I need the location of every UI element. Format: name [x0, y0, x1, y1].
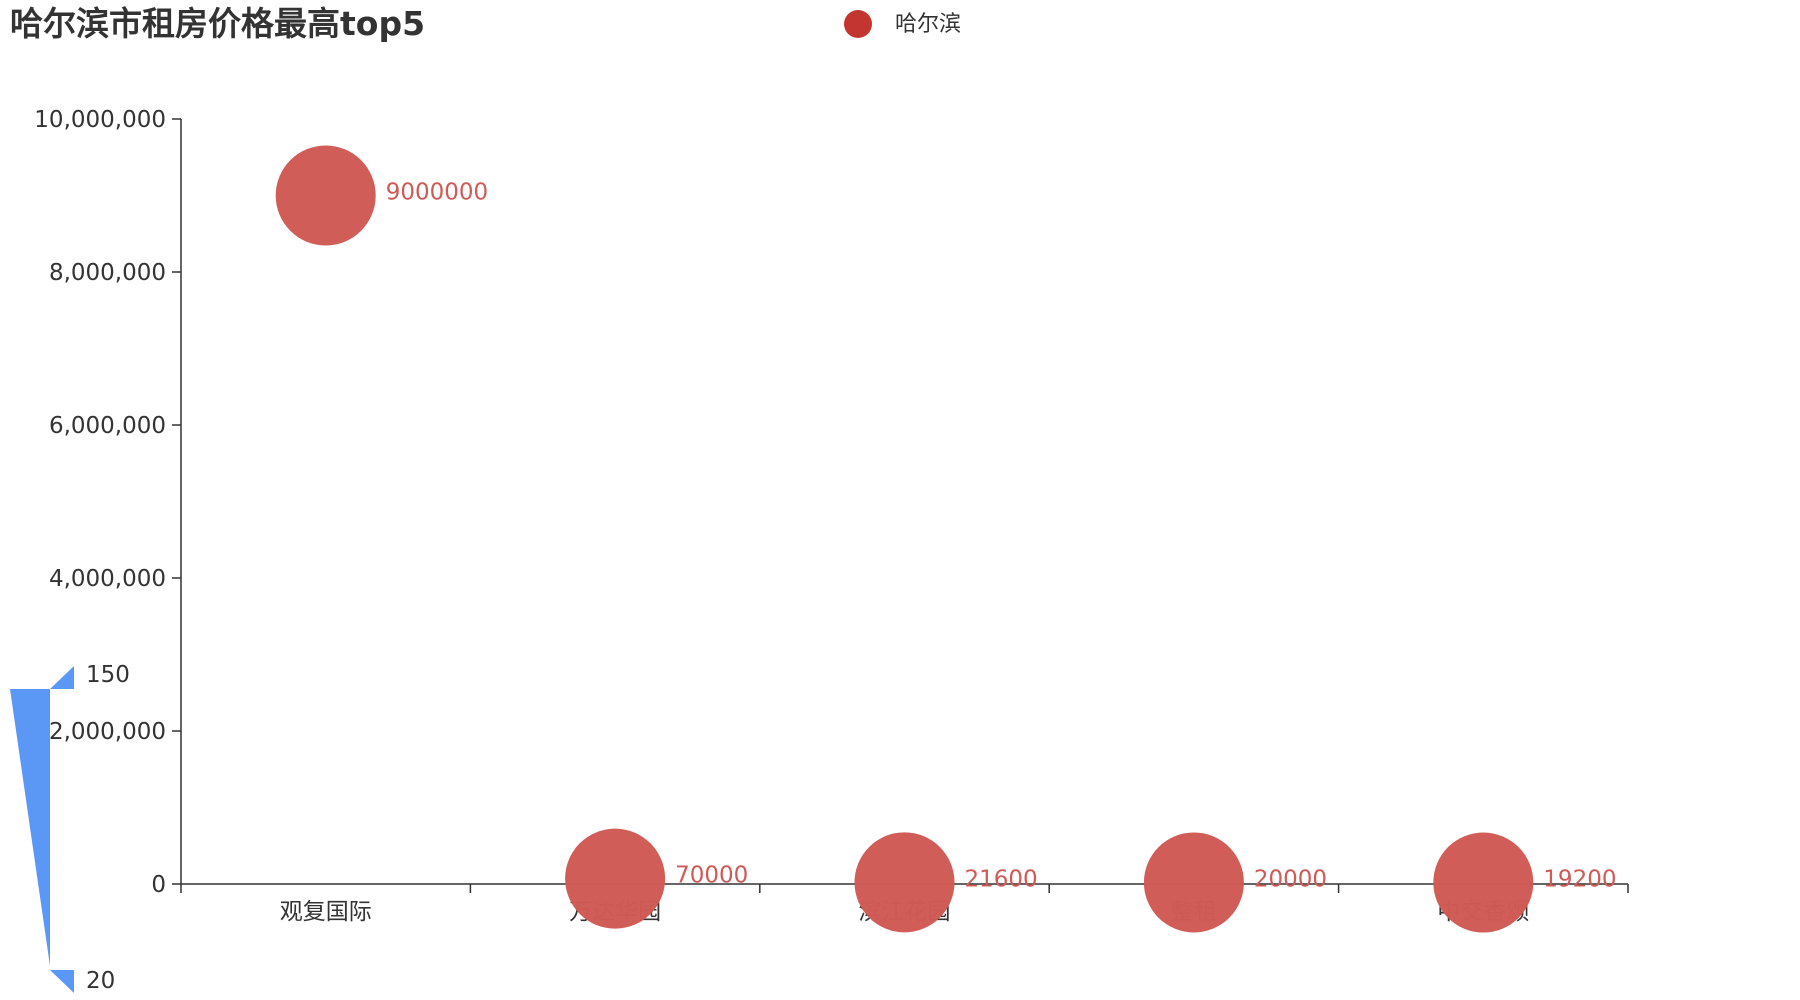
- y-axis: 0 2,000,000 4,000,000 6,000,000 8,000,000 10,…: [34, 107, 182, 898]
- visual-map-bar: [10, 689, 50, 966]
- legend[interactable]: 哈尔滨: [844, 10, 961, 38]
- data-label: 21600: [965, 866, 1038, 892]
- x-tick-label: 观复国际: [280, 899, 372, 925]
- data-label: 70000: [675, 863, 748, 889]
- y-tick-label: 2,000,000: [49, 719, 166, 745]
- visual-map-min-label: 20: [86, 968, 115, 994]
- data-label: 20000: [1254, 866, 1327, 892]
- y-tick-label: 8,000,000: [49, 260, 166, 286]
- data-label: 19200: [1543, 867, 1616, 893]
- y-tick-label: 0: [151, 872, 166, 898]
- visual-map[interactable]: 150 20: [10, 662, 130, 994]
- y-tick-label: 10,000,000: [34, 107, 166, 133]
- chart-title: 哈尔滨市租房价格最高top5: [10, 4, 425, 43]
- data-point[interactable]: [565, 828, 666, 929]
- data-point[interactable]: [275, 145, 376, 246]
- visual-map-handle-bottom[interactable]: [50, 970, 74, 993]
- data-point[interactable]: [854, 832, 955, 933]
- y-tick-label: 4,000,000: [49, 566, 166, 592]
- visual-map-handle-top[interactable]: [50, 666, 74, 689]
- legend-marker[interactable]: [844, 10, 872, 38]
- data-label: 9000000: [386, 180, 488, 206]
- data-point[interactable]: [1433, 832, 1534, 933]
- data-points: 9000000 70000 21600 20000 19200: [275, 145, 1616, 933]
- visual-map-max-label: 150: [86, 662, 130, 688]
- legend-label[interactable]: 哈尔滨: [895, 12, 961, 37]
- data-point[interactable]: [1143, 832, 1244, 933]
- y-tick-label: 6,000,000: [49, 413, 166, 439]
